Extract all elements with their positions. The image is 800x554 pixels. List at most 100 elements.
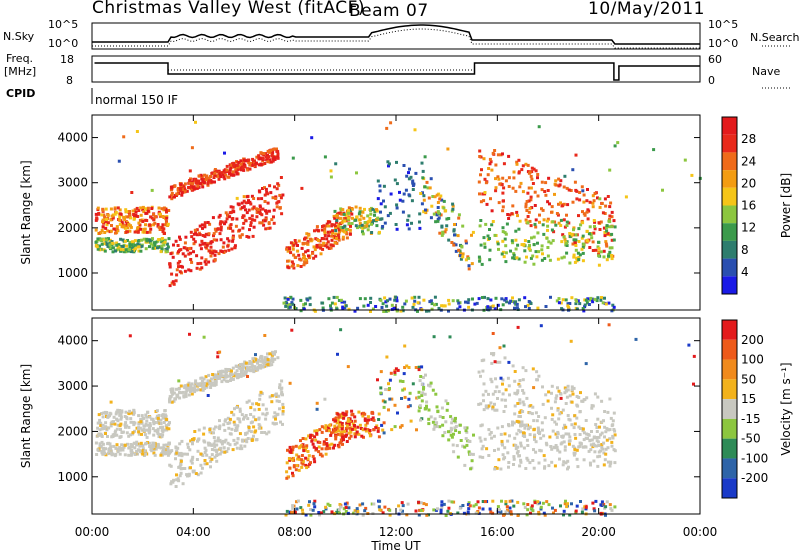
- heatmap-cell: [596, 464, 600, 468]
- heatmap-cell: [533, 437, 536, 441]
- heatmap-cell: [137, 245, 141, 249]
- heatmap-cell: [489, 431, 493, 434]
- heatmap-cell: [276, 154, 280, 158]
- heatmap-cell: [171, 392, 175, 396]
- heatmap-cell: [420, 382, 424, 386]
- heatmap-cell: [200, 239, 204, 243]
- heatmap-cell: [624, 195, 628, 199]
- xtick-label: 16:00: [480, 525, 515, 539]
- heatmap-cell: [257, 208, 260, 211]
- heatmap-cell: [205, 174, 209, 178]
- heatmap-cell: [315, 447, 318, 451]
- heatmap-cell: [114, 227, 118, 231]
- heatmap-cell: [306, 457, 310, 461]
- heatmap-cell: [218, 452, 222, 456]
- heatmap-cell: [314, 245, 318, 249]
- heatmap-cell: [323, 426, 327, 430]
- heatmap-cell: [369, 209, 373, 213]
- heatmap-cell: [508, 506, 512, 510]
- heatmap-cell: [336, 432, 340, 436]
- heatmap-cell: [428, 186, 432, 190]
- heatmap-cell: [538, 501, 541, 505]
- heatmap-cell: [102, 427, 106, 430]
- heatmap-cell: [249, 369, 253, 373]
- heatmap-cell: [166, 245, 170, 249]
- heatmap-cell: [169, 185, 173, 189]
- heatmap-cell: [310, 136, 314, 140]
- heatmap-cell: [323, 234, 327, 237]
- heatmap-cell: [294, 444, 298, 448]
- heatmap-cell: [593, 192, 597, 195]
- heatmap-cell: [387, 162, 391, 166]
- heatmap-cell: [458, 423, 462, 427]
- heatmap-cell: [212, 442, 216, 446]
- heatmap-cell: [488, 507, 492, 511]
- heatmap-cell: [232, 438, 236, 442]
- heatmap-cell: [291, 471, 294, 475]
- heatmap-cell: [560, 434, 564, 438]
- heatmap-cell: [196, 184, 200, 188]
- heatmap-cell: [172, 391, 176, 395]
- heatmap-cell: [162, 428, 166, 432]
- heatmap-cell: [285, 470, 289, 474]
- heatmap-cell: [191, 438, 194, 441]
- heatmap-cell: [583, 303, 587, 307]
- heatmap-cell: [547, 390, 551, 394]
- heatmap-cell: [297, 239, 301, 243]
- heatmap-cell: [307, 503, 311, 507]
- heatmap-cell: [357, 410, 361, 414]
- heatmap-cell: [248, 163, 252, 167]
- heatmap-cell: [205, 385, 209, 389]
- heatmap-cell: [281, 412, 285, 416]
- heatmap-cell: [221, 369, 224, 373]
- heatmap-cell: [385, 355, 389, 359]
- heatmap-cell: [578, 191, 582, 194]
- heatmap-cell: [381, 302, 385, 306]
- heatmap-cell: [376, 427, 380, 430]
- heatmap-cell: [324, 244, 328, 248]
- heatmap-cell: [376, 378, 379, 382]
- heatmap-cell: [558, 412, 562, 416]
- heatmap-cell: [556, 257, 560, 261]
- heatmap-cell: [445, 408, 449, 412]
- colorbar-tick-label: 28: [741, 132, 756, 146]
- heatmap-cell: [203, 462, 207, 466]
- heatmap-cell: [602, 249, 606, 253]
- colorbar-tick-label: 12: [741, 221, 756, 235]
- heatmap-cell: [554, 183, 558, 187]
- heatmap-cell: [518, 410, 522, 414]
- heatmap-cell: [423, 407, 427, 411]
- heatmap-cell: [574, 153, 578, 157]
- heatmap-cell: [261, 365, 265, 369]
- heatmap-cell: [467, 305, 471, 309]
- heatmap-cell: [120, 221, 124, 225]
- heatmap-cell: [355, 430, 359, 434]
- heatmap-cell: [560, 256, 564, 260]
- heatmap-cell: [309, 461, 312, 465]
- heatmap-cell: [189, 466, 192, 470]
- heatmap-cell: [550, 391, 553, 395]
- heatmap-cell: [257, 358, 260, 362]
- heatmap-cell: [382, 421, 386, 425]
- heatmap-cell: [230, 165, 234, 169]
- heatmap-cell: [266, 155, 269, 159]
- heatmap-cell: [327, 224, 330, 228]
- heatmap-cell: [226, 379, 230, 383]
- heatmap-cell: [568, 261, 572, 265]
- heatmap-cell: [115, 243, 119, 247]
- heatmap-cell: [101, 415, 105, 419]
- heatmap-cell: [168, 400, 172, 404]
- heatmap-cell: [231, 448, 235, 452]
- heatmap-cell: [541, 252, 544, 256]
- heatmap-cell: [603, 197, 607, 201]
- heatmap-cell: [536, 502, 540, 506]
- heatmap-cell: [193, 384, 197, 388]
- heatmap-cell: [565, 241, 569, 245]
- heatmap-cell: [375, 224, 379, 228]
- heatmap-cell: [179, 384, 183, 388]
- heatmap-cell: [329, 169, 333, 173]
- heatmap-cell: [536, 241, 539, 245]
- heatmap-cell: [226, 237, 230, 241]
- heatmap-cell: [422, 210, 426, 214]
- heatmap-cell: [612, 219, 616, 223]
